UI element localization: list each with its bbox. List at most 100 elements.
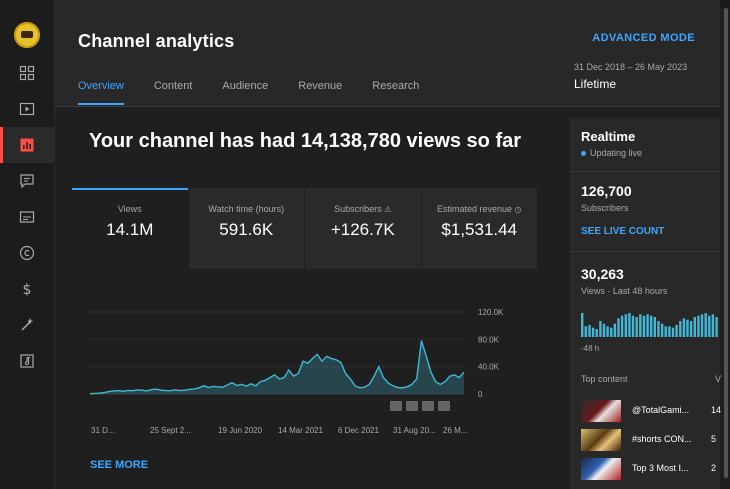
- sparkline-bar: [671, 327, 675, 337]
- sparkline-bar: [657, 321, 660, 337]
- tab-content[interactable]: Content: [153, 80, 193, 92]
- video-marker-icon[interactable]: [390, 401, 402, 411]
- top-content-item[interactable]: #shorts CON... 5: [581, 429, 726, 451]
- sparkline-bar: [602, 323, 606, 337]
- customization-icon[interactable]: [0, 307, 54, 343]
- tab-overview[interactable]: Overview: [78, 80, 124, 105]
- advanced-mode-button[interactable]: ADVANCED MODE: [592, 32, 695, 44]
- content-icon[interactable]: [0, 91, 54, 127]
- x-tick-label: 6 Dec 2021: [338, 426, 379, 435]
- date-range[interactable]: 31 Dec 2018 – 26 May 2023: [574, 62, 688, 72]
- tab-bar: Overview Content Audience Revenue Resear…: [78, 80, 449, 105]
- sparkline-bar: [653, 317, 656, 337]
- realtime-status: Updating live: [581, 148, 642, 158]
- period-selector[interactable]: Lifetime: [574, 77, 617, 91]
- analytics-icon[interactable]: [0, 127, 54, 163]
- subscriber-label: Subscribers: [581, 203, 629, 213]
- sidebar: $: [0, 0, 55, 489]
- channel-avatar[interactable]: [14, 22, 40, 48]
- y-tick-label: 120.0K: [478, 308, 504, 317]
- sparkline-bar: [642, 315, 646, 337]
- sparkline-bar: [668, 326, 671, 337]
- video-title: @TotalGami...: [632, 405, 690, 415]
- metric-card-views[interactable]: Views 14.1M: [72, 188, 188, 269]
- sparkline-bar: [606, 326, 609, 337]
- audio-library-icon[interactable]: [0, 343, 54, 379]
- views-area: [90, 340, 464, 394]
- tab-research[interactable]: Research: [372, 80, 420, 92]
- sparkline-bar: [639, 314, 642, 337]
- sparkline-bar: [646, 314, 649, 337]
- video-marker-icon[interactable]: [438, 401, 450, 411]
- realtime-card: Realtime Updating live 126,700 Subscribe…: [570, 118, 722, 489]
- video-marker-icon[interactable]: [406, 401, 418, 411]
- dashboard-icon[interactable]: [0, 55, 54, 91]
- see-more-link[interactable]: SEE MORE: [90, 459, 149, 471]
- video-views: 14: [711, 405, 722, 415]
- sparkline-bar: [595, 329, 598, 337]
- realtime-status-text: Updating live: [590, 148, 643, 158]
- x-tick-label: 31 Aug 20...: [393, 426, 436, 435]
- video-title: #shorts CON...: [632, 434, 692, 444]
- tab-audience[interactable]: Audience: [222, 80, 269, 92]
- svg-text:$: $: [23, 282, 32, 297]
- sparkline-bar: [624, 314, 627, 337]
- sparkline-bar: [628, 313, 631, 337]
- realtime-sparkline: [581, 313, 718, 337]
- metric-label: Views: [117, 204, 142, 214]
- video-marker-icon[interactable]: [422, 401, 434, 411]
- sparkline-bar: [591, 327, 595, 337]
- sparkline-bar: [588, 325, 591, 337]
- metric-label: Estimated revenue ◷: [422, 204, 538, 214]
- sparkline-bar: [613, 323, 617, 337]
- metric-label-text: Estimated revenue: [436, 204, 513, 214]
- comments-icon[interactable]: [0, 163, 54, 199]
- sparkline-bar: [679, 321, 682, 337]
- metric-card-subscribers[interactable]: Subscribers ⚠ +126.7K: [304, 188, 421, 269]
- sparkline-bar: [664, 326, 667, 337]
- sparkline-bar: [708, 315, 711, 337]
- sparkline-bar: [711, 314, 715, 337]
- earn-icon[interactable]: $: [0, 271, 54, 307]
- tab-revenue[interactable]: Revenue: [298, 80, 343, 92]
- page-title: Channel analytics: [78, 31, 235, 51]
- sparkline-bar: [635, 317, 638, 337]
- copyright-icon[interactable]: [0, 235, 54, 271]
- subtitles-icon[interactable]: [0, 199, 54, 235]
- y-tick-label: 80.0K: [478, 335, 500, 344]
- see-live-count-link[interactable]: SEE LIVE COUNT: [581, 226, 665, 237]
- top-content-item[interactable]: Top 3 Most I... 2: [581, 458, 726, 480]
- sparkline-bar: [581, 313, 584, 337]
- views-48h-count: 30,263: [581, 266, 624, 282]
- top-content-column: V: [715, 374, 722, 384]
- clock-icon: ◷: [514, 205, 522, 214]
- analytics-header: Channel analytics ADVANCED MODE Overview…: [55, 0, 720, 107]
- top-content-item[interactable]: @TotalGami... 14: [581, 400, 726, 422]
- overview-panel: Your channel has had 14,138,780 views so…: [55, 107, 555, 489]
- metric-card-watch-time[interactable]: Watch time (hours) 591.6K: [187, 188, 304, 269]
- views-chart-svg: 120.0K 80.0K 40.0K 0 31 D... 25 Sept 2... 19 J…: [89, 308, 504, 435]
- video-thumbnail: [581, 458, 621, 480]
- metric-value: 14.1M: [106, 220, 154, 239]
- sparkline-bar: [650, 315, 653, 337]
- x-tick-label: 19 Jun 2020: [218, 426, 263, 435]
- sparkline-bar: [675, 325, 678, 337]
- metric-label: Watch time (hours): [208, 204, 285, 214]
- sparkline-bar: [689, 321, 693, 337]
- sparkline-bar: [584, 326, 587, 337]
- metric-card-revenue[interactable]: Estimated revenue ◷ $1,531.44: [420, 188, 538, 269]
- video-views: 2: [711, 463, 717, 473]
- sparkline-bar: [715, 317, 718, 337]
- x-tick-label: 31 D...: [91, 426, 115, 435]
- video-thumbnail: [581, 429, 621, 451]
- subscriber-count: 126,700: [581, 183, 632, 199]
- metric-value: +126.7K: [330, 220, 395, 239]
- y-tick-label: 0: [478, 390, 483, 399]
- sparkline-bar: [610, 327, 613, 337]
- page-scrollbar[interactable]: [722, 8, 730, 478]
- sparkline-bar: [693, 317, 696, 337]
- sparkline-axis-label: -48 h: [581, 344, 600, 353]
- views-headline: Your channel has had 14,138,780 views so…: [88, 130, 522, 152]
- sparkline-bar: [631, 315, 635, 337]
- realtime-title: Realtime: [581, 129, 636, 144]
